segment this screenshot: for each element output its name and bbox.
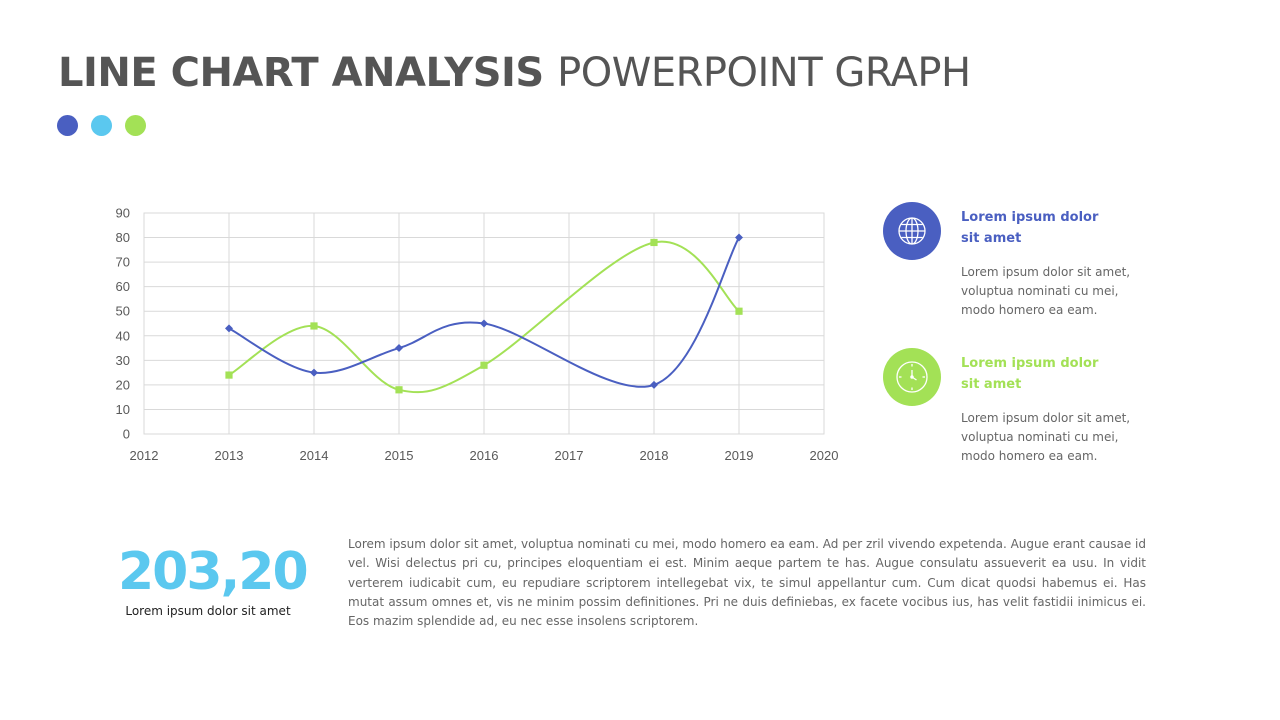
stat-caption: Lorem ipsum dolor sit amet: [125, 604, 291, 618]
x-tick-label: 2015: [385, 448, 414, 463]
body-paragraph: Lorem ipsum dolor sit amet, voluptua nom…: [348, 537, 1146, 629]
x-tick-label: 2012: [130, 448, 159, 463]
y-tick-label: 70: [116, 255, 130, 270]
info-1-body: Lorem ipsum dolor sit amet, voluptua nom…: [961, 263, 1151, 320]
series-2-point: [650, 238, 658, 247]
y-tick-label: 50: [116, 304, 130, 319]
info-1-body-line1: Lorem ipsum dolor sit amet,: [961, 265, 1131, 279]
clock-icon-circle: [883, 348, 941, 406]
dot-cyan: [91, 115, 112, 136]
info-1-body-line3: modo homero ea eam.: [961, 303, 1098, 317]
series-1-point: [480, 319, 488, 328]
info-1-heading-line1: Lorem ipsum dolor: [961, 210, 1099, 225]
decorative-dots: [57, 115, 146, 136]
dot-blue: [57, 115, 78, 136]
series-line-2: [228, 240, 740, 394]
info-2-body-line3: modo homero ea eam.: [961, 449, 1098, 463]
y-tick-label: 30: [116, 353, 130, 368]
stat-value: 203,20: [118, 542, 309, 602]
x-tick-label: 2014: [300, 448, 329, 463]
globe-icon: [898, 217, 926, 245]
x-tick-label: 2020: [810, 448, 839, 463]
y-tick-label: 10: [116, 402, 130, 417]
info-1-body-line2: voluptua nominati cu mei,: [961, 284, 1119, 298]
y-tick-label: 90: [116, 206, 130, 221]
globe-icon-circle: [883, 202, 941, 260]
x-tick-label: 2017: [555, 448, 584, 463]
info-2-body-line2: voluptua nominati cu mei,: [961, 430, 1119, 444]
series-1-point: [225, 324, 233, 333]
series-1-point: [310, 368, 318, 377]
info-2-heading-line2: sit amet: [961, 377, 1022, 392]
series-1-point: [650, 380, 658, 389]
slide-title: LINE CHART ANALYSIS POWERPOINT GRAPH: [58, 48, 971, 98]
series-2-point: [395, 386, 403, 394]
title-light: POWERPOINT GRAPH: [557, 50, 971, 96]
info-2-heading: Lorem ipsum dolor sit amet: [961, 353, 1131, 395]
x-tick-label: 2016: [470, 448, 499, 463]
series-1-point: [735, 233, 743, 242]
y-tick-label: 0: [123, 427, 130, 442]
info-2-heading-line1: Lorem ipsum dolor: [961, 356, 1099, 371]
x-tick-label: 2013: [215, 448, 244, 463]
x-tick-label: 2018: [640, 448, 669, 463]
info-2-body-line1: Lorem ipsum dolor sit amet,: [961, 411, 1131, 425]
x-tick-label: 2019: [725, 448, 754, 463]
y-tick-label: 60: [116, 279, 130, 294]
series-2-point: [310, 322, 318, 330]
info-2-body: Lorem ipsum dolor sit amet, voluptua nom…: [961, 409, 1151, 466]
title-bold: LINE CHART ANALYSIS: [58, 50, 544, 96]
info-1-heading-line2: sit amet: [961, 231, 1022, 246]
y-tick-label: 40: [116, 328, 130, 343]
series-1-point: [395, 344, 403, 353]
info-1-heading: Lorem ipsum dolor sit amet: [961, 207, 1131, 249]
series-2-point: [735, 307, 743, 315]
series-2-point: [225, 371, 233, 379]
y-tick-label: 80: [116, 230, 130, 245]
series-2-point: [480, 361, 488, 369]
dot-green: [125, 115, 146, 136]
clock-icon: [896, 361, 928, 393]
y-tick-label: 20: [116, 377, 130, 392]
